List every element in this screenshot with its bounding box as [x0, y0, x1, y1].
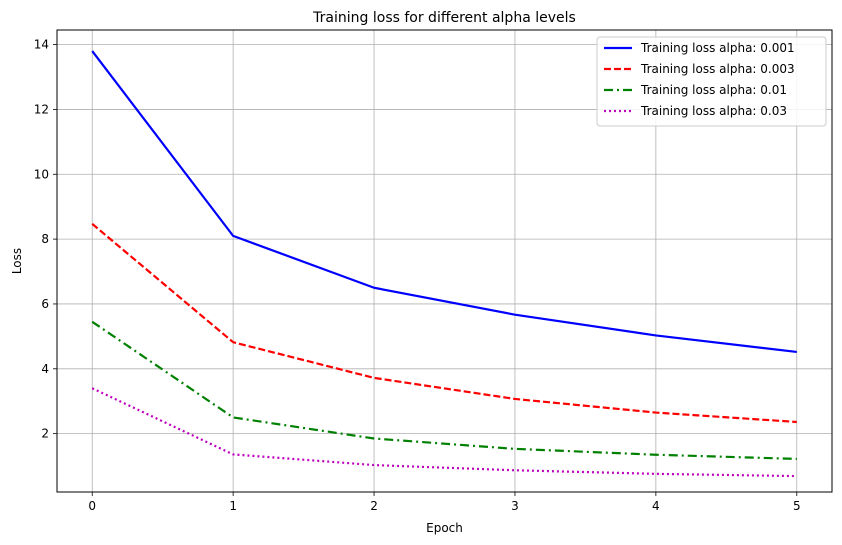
legend-box — [596, 36, 827, 127]
x-tick-label: 3 — [511, 499, 519, 513]
x-tick-label: 0 — [88, 499, 96, 513]
y-tick-label: 12 — [34, 102, 49, 116]
series-lines — [91, 50, 797, 478]
legend-label: Training loss alpha: 0.01 — [640, 83, 787, 97]
y-tick-label: 2 — [41, 427, 49, 441]
series-line-1 — [91, 223, 797, 424]
legend-label: Training loss alpha: 0.03 — [640, 104, 787, 118]
legend-label: Training loss alpha: 0.001 — [640, 41, 795, 55]
y-tick-label: 10 — [34, 167, 49, 181]
legend-label: Training loss alpha: 0.003 — [640, 62, 795, 76]
series-line-0 — [91, 50, 797, 354]
y-axis-title: Loss — [10, 248, 24, 274]
y-tick-label: 14 — [34, 38, 49, 52]
y-tick-label: 6 — [41, 297, 49, 311]
x-axis-title: Epoch — [426, 521, 463, 535]
x-tick-label: 4 — [652, 499, 660, 513]
y-tick-label: 8 — [41, 232, 49, 246]
series-line-2 — [91, 320, 797, 461]
plot-frame — [56, 29, 833, 493]
x-tick-label: 2 — [370, 499, 378, 513]
x-tick-label: 1 — [229, 499, 237, 513]
x-tick-label: 5 — [793, 499, 801, 513]
y-tick-label: 4 — [41, 362, 49, 376]
legend: Training loss alpha: 0.001 Training loss … — [596, 36, 827, 127]
chart-title: Training loss for different alpha levels — [312, 10, 576, 26]
